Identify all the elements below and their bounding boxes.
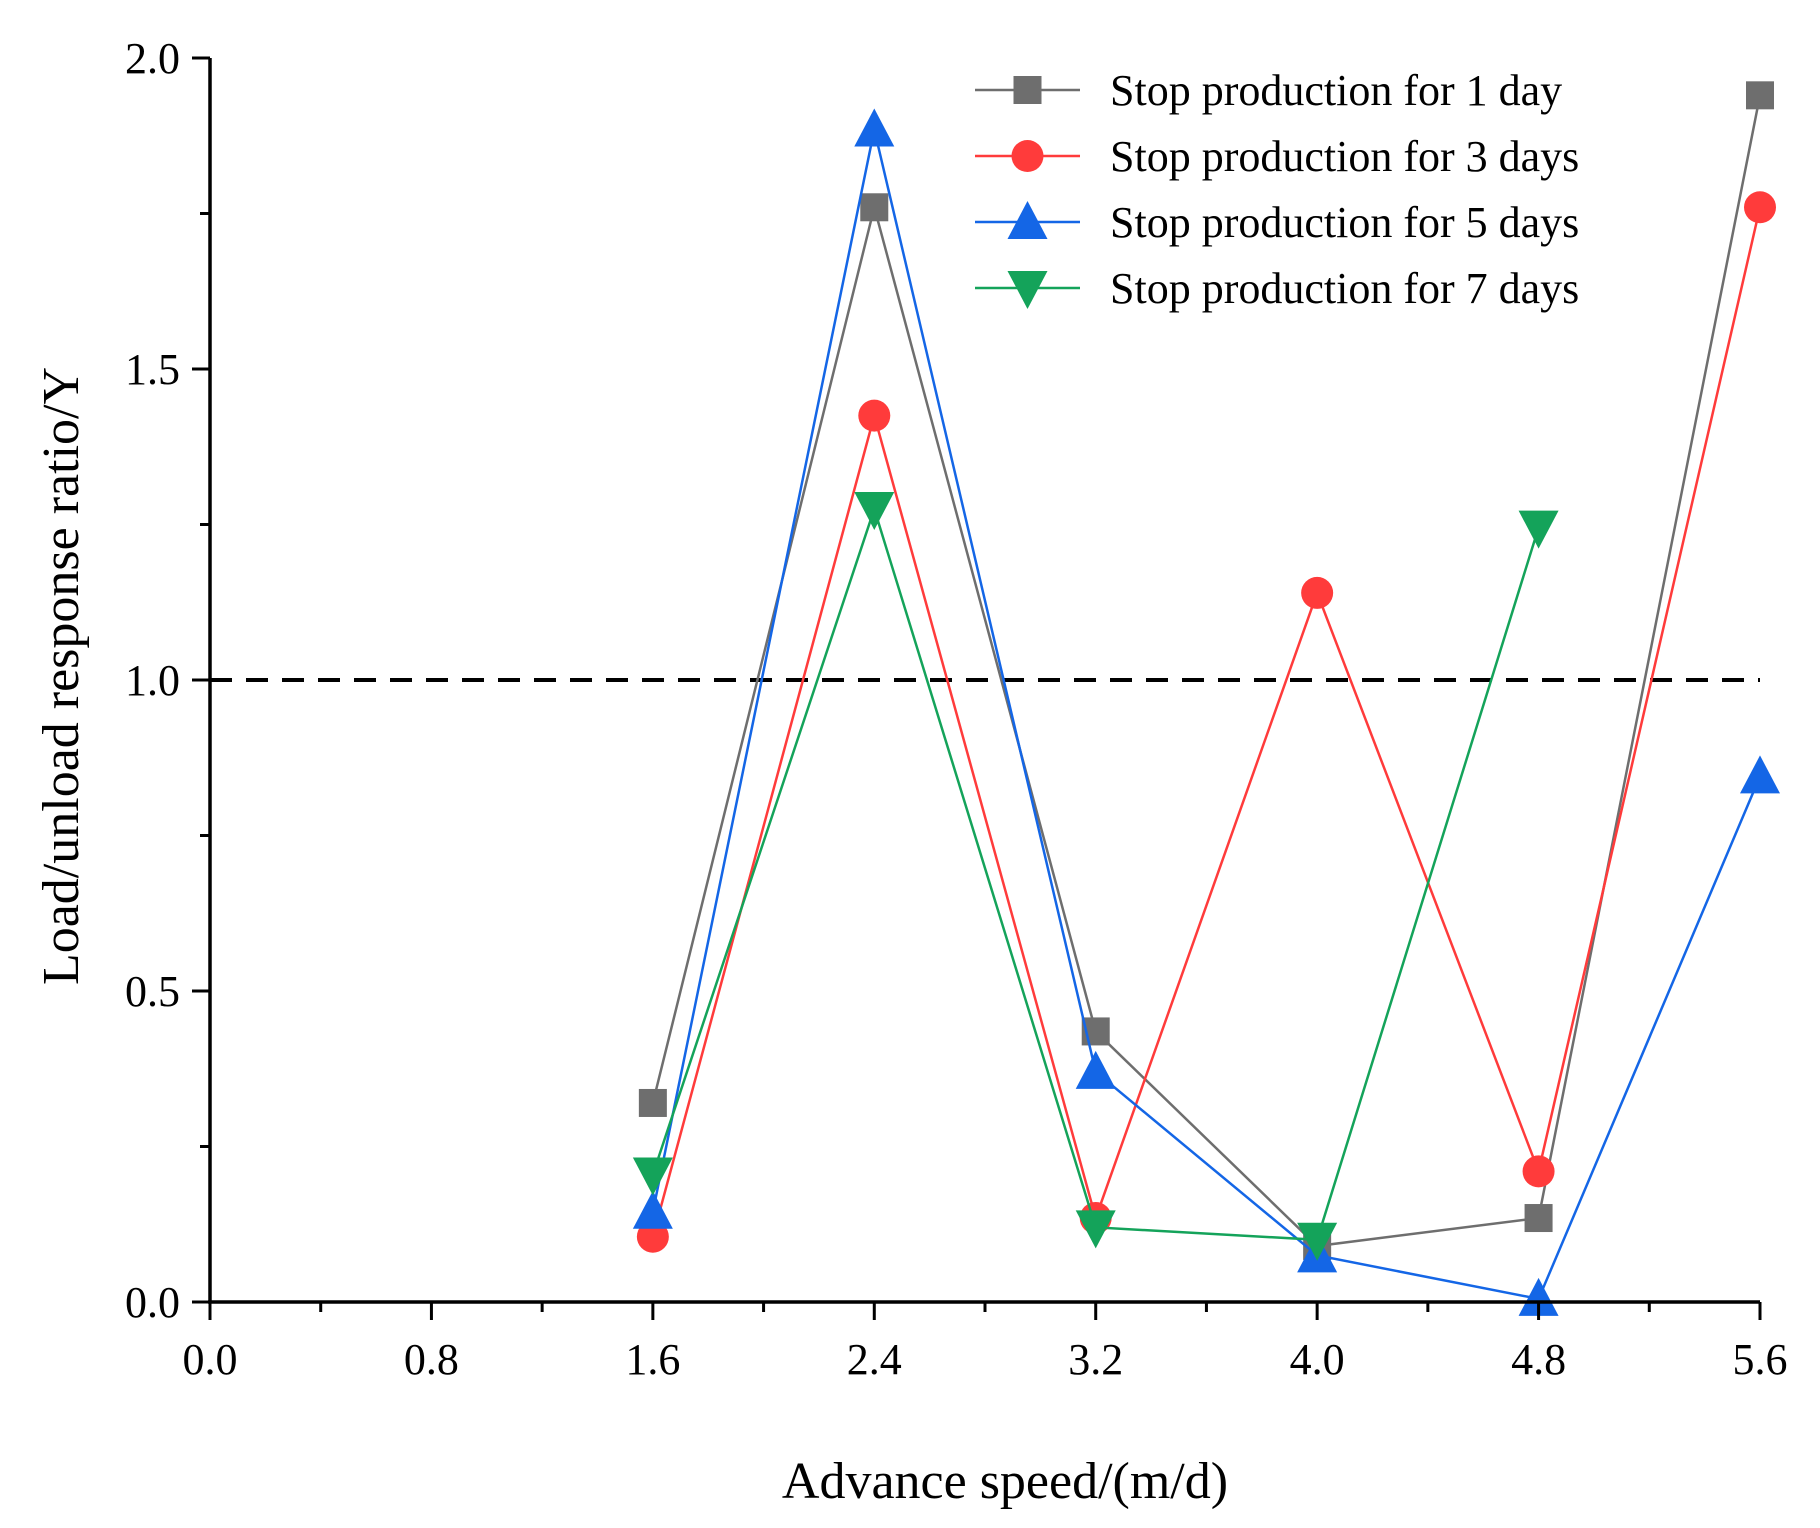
x-tick-label: 4.0	[1290, 1335, 1345, 1384]
data-point	[1518, 1277, 1559, 1316]
x-tick-label: 2.4	[847, 1335, 902, 1384]
data-point	[1522, 1155, 1555, 1188]
x-tick-label: 4.8	[1511, 1335, 1566, 1384]
legend-label: Stop production for 1 day	[1110, 66, 1562, 115]
series-line	[651, 207, 1762, 1238]
data-point	[1518, 510, 1559, 549]
legend-item: Stop production for 1 day	[975, 66, 1562, 115]
data-point	[854, 491, 895, 530]
y-tick-label: 0.5	[125, 967, 180, 1016]
data-point	[632, 1157, 673, 1196]
series-2	[636, 191, 1776, 1253]
data-point	[638, 1088, 667, 1117]
series-line	[651, 129, 1762, 1301]
x-tick-label: 5.6	[1733, 1335, 1788, 1384]
data-point	[854, 108, 895, 147]
x-tick-label: 0.0	[183, 1335, 238, 1384]
legend-label: Stop production for 5 days	[1110, 198, 1579, 247]
series-line	[651, 95, 1762, 1248]
data-point	[632, 1190, 673, 1229]
y-tick-label: 1.0	[125, 656, 180, 705]
legend-item: Stop production for 3 days	[975, 132, 1579, 181]
x-tick-label: 1.6	[625, 1335, 680, 1384]
data-point	[1297, 1222, 1338, 1261]
data-point	[1301, 576, 1334, 609]
data-point	[1075, 1210, 1116, 1249]
data-point	[1746, 81, 1774, 110]
data-point	[1075, 1050, 1116, 1089]
y-tick-label: 0.0	[125, 1278, 180, 1327]
data-point	[1744, 191, 1776, 224]
legend-label: Stop production for 7 days	[1110, 264, 1579, 313]
legend: Stop production for 1 day Stop production…	[975, 66, 1579, 313]
y-tick-label: 2.0	[125, 34, 180, 83]
legend-marker	[1011, 140, 1044, 172]
series-line	[651, 504, 1540, 1242]
data-point	[860, 193, 889, 222]
data-point	[1740, 755, 1780, 794]
legend-label: Stop production for 3 days	[1110, 132, 1579, 181]
x-tick-label: 0.8	[404, 1335, 459, 1384]
legend-marker	[1013, 76, 1042, 104]
y-axis-title: Load/unload response ratio/Y	[33, 367, 90, 985]
data-point	[858, 399, 891, 432]
data-point	[1524, 1204, 1553, 1233]
x-axis-title: Advance speed/(m/d)	[782, 1453, 1228, 1510]
axes-layer: 0.0 0.5 1.0 1.5 2.0 0.0 0.8 1.6 2.4 3.2 4.0 4.8 5.6	[125, 34, 1788, 1384]
legend-item: Stop production for 7 days	[975, 264, 1579, 313]
legend-marker	[1007, 271, 1048, 309]
series-4	[632, 491, 1559, 1261]
legend-marker	[1007, 201, 1048, 239]
series-1	[638, 81, 1774, 1261]
series-layer	[632, 81, 1780, 1316]
y-tick-label: 1.5	[125, 345, 180, 394]
x-tick-label: 3.2	[1068, 1335, 1123, 1384]
legend-item: Stop production for 5 days	[975, 198, 1579, 247]
